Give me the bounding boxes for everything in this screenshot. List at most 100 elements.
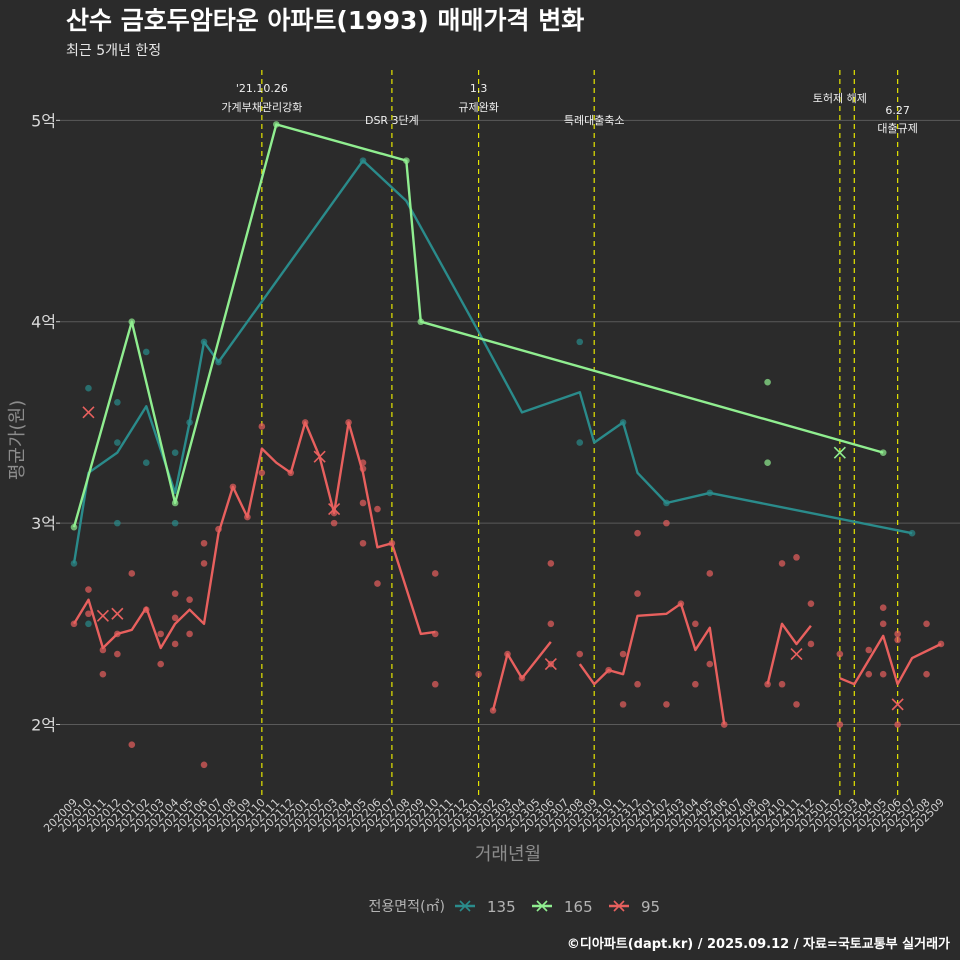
data-point	[692, 680, 699, 688]
data-point	[171, 614, 179, 622]
data-point	[489, 707, 497, 714]
data-point	[576, 439, 584, 446]
data-point	[923, 620, 930, 628]
series-group	[70, 121, 945, 769]
y-tick-label: 2억	[31, 716, 56, 735]
data-point	[186, 630, 193, 638]
data-point	[70, 560, 78, 567]
data-point	[85, 384, 92, 392]
y-axis-label: 평균가(원)	[7, 400, 28, 480]
data-point	[778, 560, 786, 567]
data-point	[171, 640, 179, 648]
data-point	[171, 449, 179, 456]
x-tick-labels: 2020092020102020112020122021012021022021…	[41, 796, 947, 835]
data-point	[807, 640, 815, 648]
data-point	[128, 570, 136, 577]
x-axis-label: 거래년월	[475, 844, 541, 865]
data-point	[186, 596, 193, 603]
data-point	[692, 620, 699, 628]
data-point	[99, 646, 107, 654]
data-point	[619, 701, 627, 708]
data-point	[793, 701, 800, 708]
data-point	[128, 741, 136, 748]
data-point	[894, 636, 901, 644]
data-point	[634, 590, 641, 597]
data-point	[764, 459, 771, 467]
cross-marker	[111, 607, 124, 620]
data-point	[431, 570, 439, 577]
data-point	[85, 620, 92, 628]
data-point	[619, 650, 627, 658]
legend-item-165: 165	[532, 898, 593, 916]
legend-item-135: 135	[455, 898, 516, 916]
data-point	[793, 554, 800, 561]
data-point	[359, 539, 367, 547]
data-point	[576, 338, 584, 346]
data-point	[576, 650, 584, 658]
data-point	[894, 721, 901, 728]
data-point	[114, 398, 121, 406]
legend-cross-icon	[613, 900, 625, 912]
data-point	[258, 423, 266, 430]
data-point	[99, 670, 107, 678]
data-point	[547, 560, 555, 567]
data-point	[547, 620, 555, 628]
data-point	[142, 459, 150, 467]
data-point	[865, 646, 873, 654]
legend-title: 전용면적(㎡)	[369, 899, 445, 915]
data-point	[764, 680, 771, 688]
data-point	[374, 505, 381, 513]
data-point	[171, 590, 179, 597]
data-point	[157, 660, 164, 668]
y-tick-label: 4억	[31, 313, 56, 332]
data-point	[171, 519, 179, 527]
event-label: 대출규제	[877, 122, 917, 135]
legend-label: 165	[564, 898, 593, 916]
legend-cross-icon	[536, 900, 548, 912]
series-line	[72, 421, 942, 725]
series-135	[70, 157, 916, 628]
data-point	[663, 701, 670, 708]
data-point	[836, 650, 844, 658]
cross-marker	[328, 502, 341, 516]
y-tick-label: 5억	[31, 111, 56, 130]
cross-marker	[891, 698, 904, 711]
event-label: DSR 3단계	[365, 114, 419, 127]
data-point	[634, 529, 641, 537]
chart-caption: ©디아파트(dapt.kr) / 2025.09.12 / 자료=국토교통부 실…	[567, 936, 950, 952]
chart-title: 산수 금호두암타운 아파트(1993) 매매가격 변화	[66, 6, 584, 35]
legend-label: 135	[487, 898, 516, 916]
event-label: 규제완화	[458, 101, 498, 114]
data-point	[114, 650, 121, 658]
data-point	[200, 761, 208, 769]
data-point	[836, 721, 844, 728]
cross-marker	[544, 658, 557, 671]
cross-marker	[96, 609, 109, 622]
data-point	[114, 519, 121, 527]
cross-marker	[313, 450, 326, 463]
cross-marker	[790, 647, 803, 661]
event-date-label: '21.10.26	[236, 82, 288, 95]
series-line	[72, 123, 884, 528]
event-date-label: 1.3	[470, 82, 488, 95]
data-point	[142, 348, 150, 356]
data-point	[359, 499, 367, 507]
data-point	[706, 660, 714, 668]
data-point	[330, 519, 338, 527]
event-label: 토허제 해제	[813, 91, 867, 105]
data-point	[865, 670, 873, 678]
data-point	[374, 580, 381, 587]
legend-label: 95	[641, 898, 660, 916]
data-point	[923, 670, 930, 678]
series-95	[70, 406, 945, 769]
legend-cross-icon	[459, 900, 471, 912]
chart-subtitle: 최근 5개년 한정	[66, 43, 161, 59]
series-165	[70, 121, 887, 531]
data-point	[663, 519, 670, 527]
data-point	[200, 539, 208, 547]
data-point	[114, 439, 121, 446]
data-point	[200, 560, 208, 567]
data-point	[475, 670, 482, 678]
